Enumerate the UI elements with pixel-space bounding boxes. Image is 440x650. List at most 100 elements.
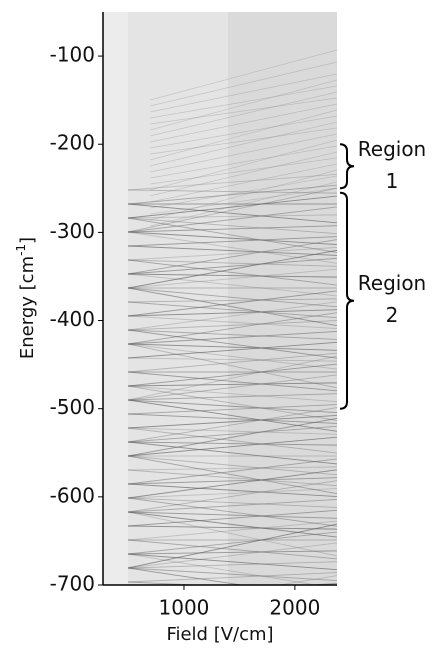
y-tick-label: -400	[50, 307, 95, 331]
y-axis-label: Energy [cm-1]	[14, 237, 39, 359]
spectral-line	[149, 145, 337, 179]
spectral-line	[127, 399, 337, 413]
spectral-line	[127, 436, 337, 457]
spectral-line	[127, 231, 337, 264]
spectral-line	[127, 511, 337, 519]
spectral-line	[149, 61, 337, 107]
spectral-line	[149, 97, 337, 125]
spectral-line	[149, 139, 337, 191]
spectral-line	[127, 203, 337, 224]
spectral-line	[149, 121, 337, 167]
spectral-line	[149, 109, 337, 161]
spectral-line	[127, 499, 337, 513]
spectrum-image	[103, 12, 337, 650]
spectral-line	[149, 73, 337, 113]
spectral-line	[127, 287, 337, 327]
spectral-line	[127, 572, 337, 583]
spectral-line	[127, 509, 337, 527]
spectral-line	[127, 417, 337, 457]
spectral-line	[127, 413, 337, 424]
spectral-line	[127, 581, 205, 585]
spectral-line	[127, 520, 337, 541]
y-tick-label: -300	[50, 219, 95, 243]
y-label-main: Energy [cm	[17, 256, 38, 359]
spectral-line	[127, 268, 337, 289]
spectral-line	[127, 309, 337, 317]
spectral-line	[127, 382, 337, 387]
spectral-line	[127, 357, 337, 362]
spectral-line	[127, 329, 337, 359]
spectral-line	[127, 187, 337, 233]
spectral-line	[127, 343, 337, 370]
spectral-line	[127, 320, 337, 331]
spectral-line	[127, 343, 337, 351]
spectral-line	[127, 239, 337, 275]
spectral-line	[127, 407, 337, 443]
y-tick-label: -600	[50, 483, 95, 507]
spectral-line	[127, 331, 337, 345]
spectral-line	[127, 245, 337, 256]
spectral-line	[127, 173, 337, 191]
region-label: 1	[386, 169, 399, 193]
spectral-line	[127, 214, 337, 219]
spectral-line	[127, 374, 337, 401]
spectral-line	[127, 542, 337, 569]
spectral-line	[128, 646, 337, 650]
spectral-line	[127, 312, 337, 345]
y-label-end: ]	[17, 237, 38, 244]
spectral-line	[149, 151, 337, 197]
spectral-line	[127, 497, 337, 527]
spectral-line	[149, 79, 337, 131]
spectral-line	[149, 49, 337, 101]
spectral-line	[127, 458, 337, 485]
spectral-line	[127, 523, 337, 569]
y-tick-label: -100	[50, 43, 95, 67]
spectral-line	[127, 385, 337, 421]
y-tick-label: -500	[50, 395, 95, 419]
x-tick-label: 2000	[269, 596, 320, 620]
spectral-line	[127, 466, 337, 471]
spectral-line	[127, 273, 337, 297]
spectral-line	[127, 343, 337, 389]
spectral-line	[149, 115, 337, 149]
spectral-line	[127, 425, 337, 443]
spectral-line	[127, 511, 337, 557]
y-label-sup: -1	[14, 244, 28, 256]
region-label: Region	[358, 137, 426, 161]
spectral-line	[127, 469, 337, 487]
spectral-line	[127, 469, 337, 499]
spectral-line	[149, 187, 337, 215]
x-tick-label: 1000	[159, 596, 210, 620]
spectral-line	[127, 393, 337, 401]
spectral-line	[127, 189, 337, 194]
spectral-line	[127, 399, 337, 432]
spectral-line	[127, 455, 337, 476]
region-brace	[339, 191, 355, 410]
spectral-line	[127, 404, 337, 415]
spectral-line	[127, 184, 337, 205]
spectral-line	[127, 525, 337, 530]
spectral-line	[127, 273, 337, 278]
y-tick-label: -200	[50, 131, 95, 155]
spectral-line	[127, 480, 337, 513]
region-brace	[339, 143, 355, 190]
spectral-line	[127, 259, 337, 267]
spectral-line	[127, 290, 337, 317]
spectral-line	[127, 427, 337, 435]
spectral-line	[127, 455, 337, 495]
spectral-line	[127, 329, 337, 340]
spectral-line	[127, 287, 337, 308]
spectral-line	[127, 531, 337, 555]
spectral-line	[149, 85, 337, 119]
region-label: 2	[386, 303, 399, 327]
spectral-line	[149, 91, 337, 137]
spectral-line	[127, 561, 337, 569]
spectral-line	[127, 477, 337, 485]
spectral-line	[127, 355, 337, 401]
spectral-line	[127, 217, 337, 253]
spectral-line	[127, 249, 337, 289]
spectral-line	[149, 103, 337, 143]
region-label: Region	[358, 271, 426, 295]
y-tick-label: -700	[50, 572, 95, 596]
